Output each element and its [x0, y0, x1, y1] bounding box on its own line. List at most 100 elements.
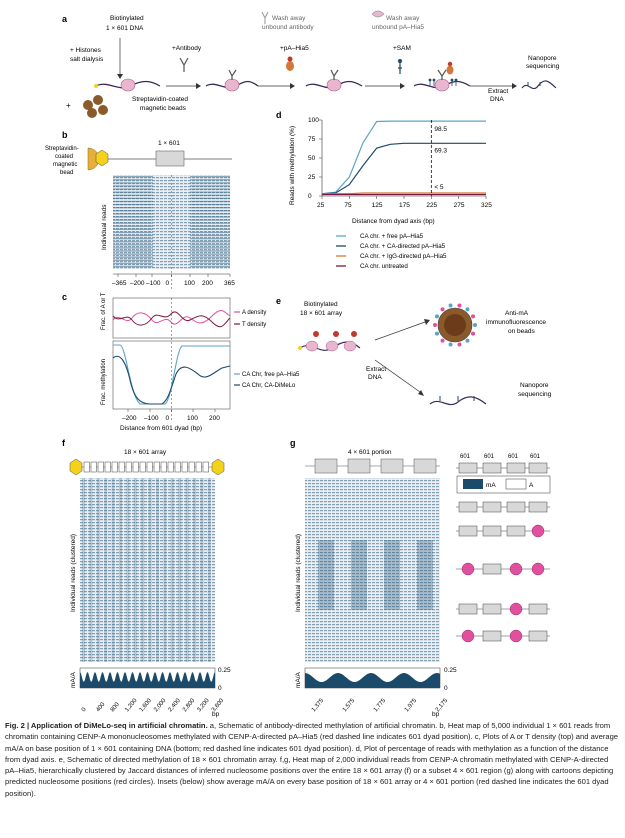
tick-label: 0 [166, 415, 170, 422]
tick-label: 2,400 [168, 697, 183, 713]
heat-band [190, 203, 230, 206]
array-boxes-g [314, 458, 437, 474]
nanopore-read [521, 80, 557, 90]
cartoon-601-box [528, 603, 548, 615]
cartoon-601-box [458, 603, 478, 615]
bead-dot [457, 303, 462, 308]
cartoon-601-box [528, 630, 548, 642]
tick-label: 400 [95, 701, 106, 713]
heat-band [190, 179, 230, 181]
heat-band [113, 185, 153, 187]
heat-band [113, 210, 153, 212]
heat-band [190, 176, 230, 178]
figure-caption: Fig. 2 | Application of DiMeLo-seq in ar… [5, 720, 620, 799]
heat-column [185, 478, 189, 662]
heat-band [190, 182, 230, 184]
heat-band [190, 185, 230, 187]
nucleosome-circle [461, 562, 475, 576]
bead-dot [440, 307, 445, 312]
heat-band [113, 253, 153, 255]
heat-column [111, 478, 115, 662]
cartoon-601-box [528, 501, 548, 513]
array-601-box [160, 461, 167, 473]
panel-a-antibody: +Antibody [172, 45, 202, 52]
panel-g-mavalue: 0.25 [444, 667, 457, 674]
panel-e-biotinylated: Biotinylated [304, 301, 338, 308]
bead-dot [434, 331, 439, 336]
cartoon-601-box [482, 603, 502, 615]
heat-band [190, 247, 230, 249]
legend-label: CA Chr, free pA–Hia5 [242, 372, 300, 378]
bead-dot [471, 331, 476, 336]
cartoon-601-box [506, 525, 526, 537]
panel-e-immuno3: on beads [508, 328, 535, 335]
bead-dot [433, 323, 437, 327]
tick-label: 0 [166, 280, 170, 287]
panel-a-pa: +pA–Hia5 [280, 45, 309, 52]
panel-g-label: g [290, 438, 296, 448]
legend-601-label: 601 [508, 454, 519, 460]
legend-601-label: 601 [484, 454, 495, 460]
panel-f-unit: bp [212, 711, 220, 718]
heat-band [113, 256, 153, 258]
heatmap-f-bands [82, 478, 211, 662]
pa-hia5-icon [371, 10, 385, 18]
panel-c-legend: A density T density CA Chr, free pA–Hia5 CA… [234, 310, 300, 389]
legend-label: T density [242, 322, 266, 328]
panel-f-ylabel: Individual reads (clustered) [70, 534, 77, 612]
panel-e-extract2: DNA [368, 374, 382, 381]
heat-band [190, 234, 230, 237]
pa-hia5-icon [286, 61, 294, 71]
heat-band [113, 203, 153, 206]
array-601-box [202, 461, 209, 473]
heat-block [417, 540, 433, 610]
panel-f-mavalue: 0.25 [218, 667, 231, 674]
x-tick-label: 125 [372, 202, 383, 209]
array-601-box [181, 461, 188, 473]
panel-g-ylabel: Individual reads (clustered) [295, 534, 302, 612]
heat-band [190, 250, 230, 252]
panel-g-unit: bp [432, 711, 440, 718]
panel-a-wash1-l2: unbound antibody [262, 24, 314, 31]
heat-band [113, 200, 153, 203]
panel-b-bead2: coated [55, 154, 73, 160]
tick-label: 100 [187, 415, 198, 422]
legend-label: CA chr. untreated [360, 263, 408, 270]
heat-column [89, 478, 93, 662]
bead-dot [465, 338, 470, 343]
heat-band [190, 244, 230, 246]
x-tick-label: 75 [344, 202, 352, 209]
heatmap-f [80, 478, 215, 662]
tick-label: 365 [224, 280, 235, 287]
panel-g-mazero: 0 [444, 685, 448, 692]
panel-e: e Biotinylated 18 × 601 array Anti-mA im… [276, 296, 552, 406]
y-tick-label: 100 [308, 117, 319, 124]
bead-dot [457, 342, 462, 347]
tick-label: –200 [122, 415, 137, 422]
array-601-box [104, 461, 111, 473]
series-line [321, 120, 486, 195]
chart-ylabel: Reads with methylation (%) [289, 126, 296, 205]
heat-column [96, 478, 100, 662]
heat-band [113, 234, 153, 237]
panel-a-beads2: magnetic beads [140, 105, 187, 112]
panel-c-ticks: –200 –100 0 100 200 [122, 409, 220, 422]
bead-dot [440, 338, 445, 343]
panel-c-ylabel-top: Frac. of A or T [101, 292, 107, 330]
heat-column [133, 478, 137, 662]
heat-column [148, 478, 152, 662]
tick-label: –200 [130, 280, 145, 287]
tick-label: 200 [209, 415, 220, 422]
tick-label: 3,200 [196, 697, 211, 713]
heat-band [113, 228, 153, 230]
nucleosome-circle [461, 629, 475, 643]
heat-column [207, 478, 211, 662]
array-601-box [413, 458, 437, 474]
biotin-hexagon [95, 149, 109, 167]
array-601-box [118, 461, 125, 473]
panel-e-immuno1: Anti-mA [505, 310, 529, 317]
heat-band [190, 238, 230, 240]
bead-dot [465, 307, 470, 312]
heat-band [190, 200, 230, 203]
y-tick-label: 50 [308, 155, 316, 162]
